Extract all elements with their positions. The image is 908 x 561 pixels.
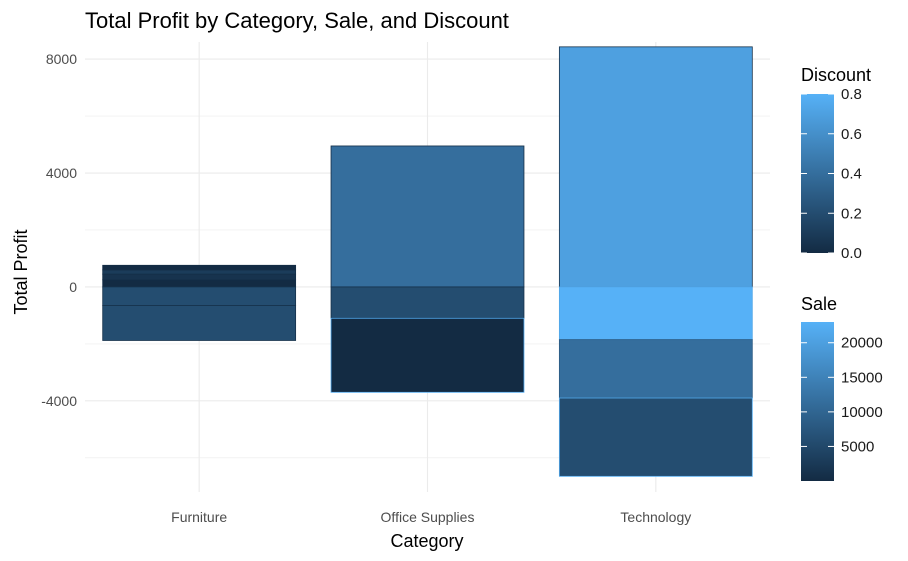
bar-segment [102,273,297,281]
legend-tick-label: 15000 [841,369,883,386]
legend-sale: Sale 20000 15000 10000 5000 [801,294,883,481]
legend-tick-label: 10000 [841,404,883,421]
x-axis-ticks: Furniture Office Supplies Technology [171,509,691,525]
legend-tick-label: 5000 [841,438,874,455]
bar-segment [330,145,525,288]
x-tick-label: Technology [620,509,691,525]
legend-tick-label: 0.2 [841,205,862,222]
bar-segment [102,264,297,271]
legend-tick-label: 0.0 [841,245,862,262]
legend-discount: Discount 0.8 0.6 0.4 0.2 0.0 [801,65,871,262]
y-axis-title: Total Profit [11,229,31,314]
chart-title: Total Profit by Category, Sale, and Disc… [85,8,509,33]
bar-segment [558,339,753,399]
bars [102,46,753,477]
bar-segment [102,305,297,341]
legend-tick-label: 20000 [841,335,883,352]
bar-segment [102,286,297,306]
x-axis-title: Category [390,531,463,551]
legend-sale-colorbar [801,322,834,481]
bar-segment [330,317,525,393]
bar-segment [102,269,297,275]
legend-tick-label: 0.4 [841,166,862,183]
bar-segment [558,46,753,288]
bar-segment [102,279,297,288]
x-tick-label: Furniture [171,509,227,525]
bar-segment [558,286,753,341]
legend-sale-title: Sale [801,294,837,314]
bar-segment [330,286,525,319]
y-axis-ticks: -4000 0 4000 8000 [41,51,77,409]
x-tick-label: Office Supplies [381,509,475,525]
y-tick-label: 0 [69,279,77,295]
legend-tick-label: 0.8 [841,86,862,103]
y-tick-label: 8000 [46,51,77,67]
legend-tick-label: 0.6 [841,126,862,143]
y-tick-label: 4000 [46,165,77,181]
y-tick-label: -4000 [41,393,77,409]
legend-discount-title: Discount [801,65,871,85]
bar-segment [558,397,753,477]
